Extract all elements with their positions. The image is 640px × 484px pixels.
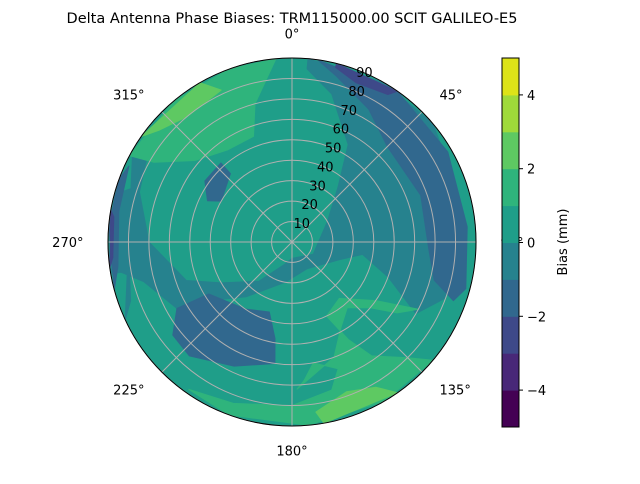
colorbar-bin bbox=[502, 94, 519, 133]
angular-gridline bbox=[161, 111, 293, 243]
colorbar: −4 −2 0 2 4 Bias (mm) bbox=[501, 57, 571, 428]
angular-tick-label: 315° bbox=[113, 89, 144, 104]
contour-region-1 bbox=[124, 149, 148, 321]
contour-region-2 bbox=[317, 59, 468, 302]
angular-tick-label: 225° bbox=[113, 384, 144, 399]
angular-tick-label: 45° bbox=[440, 89, 463, 104]
colorbar-bin bbox=[502, 58, 519, 96]
colorbar-bin bbox=[502, 168, 519, 207]
radial-tick-label: 40 bbox=[317, 160, 334, 175]
colorbar-tick-label: −4 bbox=[527, 384, 546, 399]
angular-gridline bbox=[291, 241, 423, 373]
colorbar-bin bbox=[502, 279, 519, 317]
colorbar-bin bbox=[502, 242, 519, 280]
angular-gridline bbox=[161, 241, 293, 373]
colorbar-tick-label: 2 bbox=[527, 163, 535, 178]
polar-frame bbox=[107, 57, 477, 427]
contour-region-10 bbox=[140, 82, 222, 137]
angular-tick-label: 0° bbox=[285, 28, 300, 43]
radial-tick-label: 80 bbox=[348, 85, 365, 100]
angular-tick-label: 180° bbox=[276, 445, 307, 460]
angular-tick-label: 270° bbox=[52, 236, 83, 251]
colorbar-label: Bias (mm) bbox=[556, 209, 571, 276]
colorbar-tick-label: 0 bbox=[527, 237, 535, 252]
contour-region-7 bbox=[109, 209, 115, 269]
radial-tick-label: 70 bbox=[341, 104, 358, 119]
colorbar-bin bbox=[502, 205, 519, 243]
angular-tick-label: 135° bbox=[440, 384, 471, 399]
radial-tick-label: 90 bbox=[356, 66, 373, 81]
radial-tick-label: 60 bbox=[333, 123, 350, 138]
polar-plot-area: 0°45°90°135°180°225°270°315°102030405060… bbox=[52, 28, 523, 460]
radial-tick-label: 30 bbox=[309, 179, 326, 194]
colorbar-tick-label: 4 bbox=[527, 89, 535, 104]
colorbar-tick-label: −2 bbox=[527, 310, 546, 325]
radial-tick-label: 50 bbox=[325, 142, 342, 157]
radial-tick-label: 10 bbox=[294, 217, 311, 232]
chart-title: Delta Antenna Phase Biases: TRM115000.00… bbox=[67, 11, 518, 27]
contour-region-6 bbox=[335, 63, 398, 95]
radial-tick-label: 20 bbox=[301, 198, 318, 213]
colorbar-bin bbox=[502, 131, 519, 170]
angular-gridline bbox=[291, 111, 423, 243]
contour-region-11 bbox=[315, 386, 398, 424]
colorbar-bin bbox=[502, 390, 519, 428]
colorbar-bin bbox=[502, 353, 519, 391]
colorbar-bin bbox=[502, 316, 519, 354]
contour-region-0 bbox=[110, 58, 461, 315]
